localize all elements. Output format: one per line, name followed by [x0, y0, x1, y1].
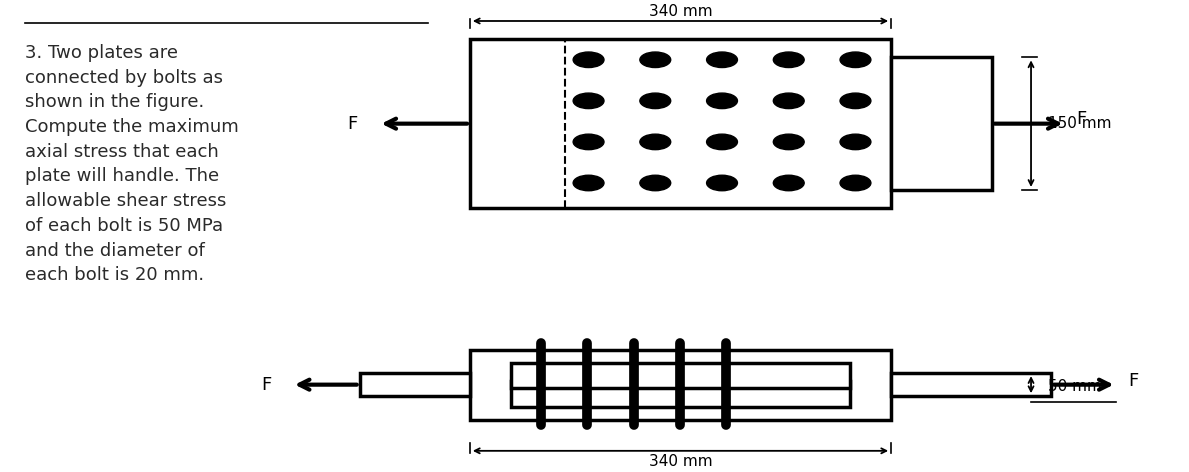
Ellipse shape [706, 93, 737, 109]
Text: 340 mm: 340 mm [649, 4, 713, 19]
Bar [511, 381, 849, 406]
Bar [511, 363, 849, 388]
Ellipse shape [640, 93, 671, 109]
Ellipse shape [841, 175, 870, 191]
Text: 150 mm: 150 mm [1048, 116, 1112, 131]
Ellipse shape [773, 175, 804, 191]
Text: 3. Two plates are
connected by bolts as
shown in the figure.
Compute the maximum: 3. Two plates are connected by bolts as … [25, 44, 239, 284]
Ellipse shape [841, 93, 870, 109]
Ellipse shape [573, 52, 604, 67]
Ellipse shape [640, 175, 671, 191]
Ellipse shape [706, 52, 737, 67]
Text: F: F [347, 115, 357, 133]
Ellipse shape [573, 134, 604, 150]
Bar [359, 373, 470, 396]
Ellipse shape [640, 52, 671, 67]
Bar [891, 373, 1051, 396]
Bar [891, 58, 992, 190]
Text: 340 mm: 340 mm [649, 454, 713, 469]
Ellipse shape [841, 134, 870, 150]
Ellipse shape [773, 93, 804, 109]
Ellipse shape [773, 134, 804, 150]
Ellipse shape [573, 93, 604, 109]
Ellipse shape [640, 134, 671, 150]
Ellipse shape [841, 52, 870, 67]
Bar [470, 350, 891, 420]
Ellipse shape [573, 175, 604, 191]
Bar [470, 39, 891, 208]
Text: F: F [262, 376, 272, 394]
Ellipse shape [706, 175, 737, 191]
Text: F: F [1128, 372, 1139, 390]
Text: 50 mm: 50 mm [1048, 379, 1101, 394]
Ellipse shape [773, 52, 804, 67]
Ellipse shape [706, 134, 737, 150]
Text: F: F [1076, 110, 1087, 128]
